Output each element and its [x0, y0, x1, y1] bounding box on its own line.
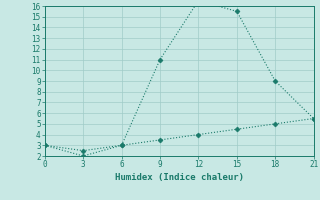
- X-axis label: Humidex (Indice chaleur): Humidex (Indice chaleur): [115, 173, 244, 182]
